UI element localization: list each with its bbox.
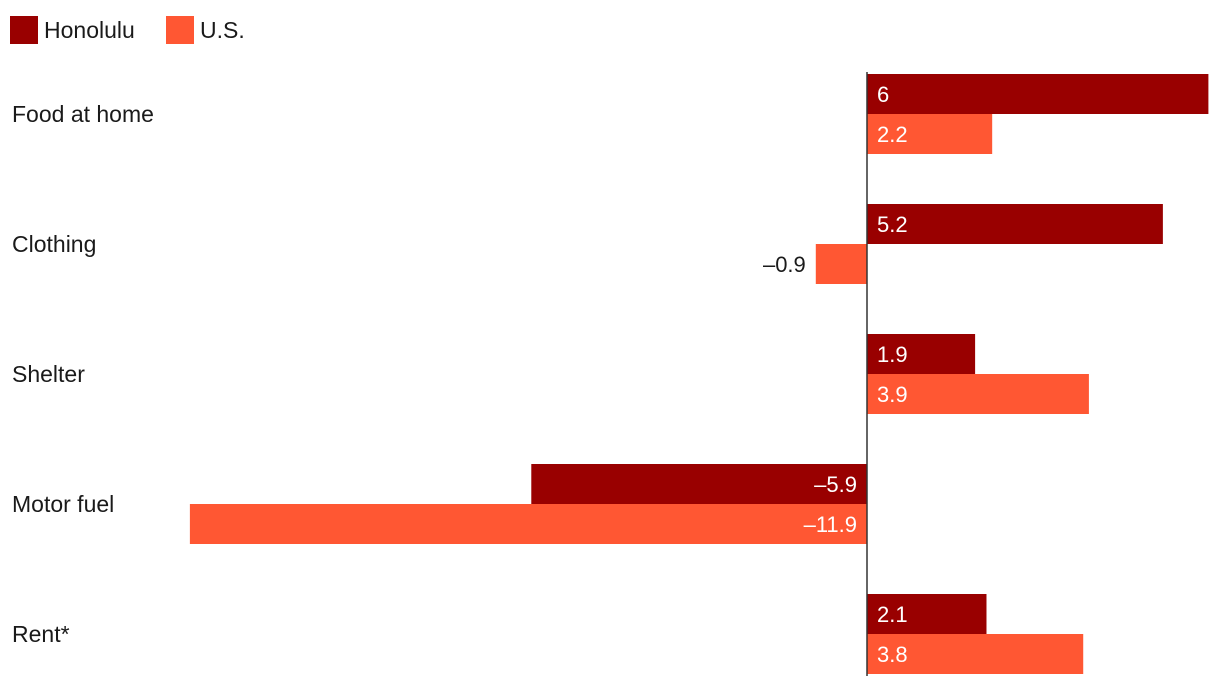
bar-honolulu-shelter	[867, 334, 976, 374]
legend-label-u-s: U.S.	[200, 17, 245, 43]
category-label-rent: Rent*	[12, 621, 70, 647]
bar-honolulu-motor-fuel	[531, 464, 867, 504]
bar-u-s-clothing	[815, 244, 867, 284]
value-label-honolulu-shelter: 1.9	[877, 342, 908, 367]
bar-u-s-food-at-home	[867, 114, 993, 154]
value-label-u-s-clothing: –0.9	[763, 252, 806, 277]
value-label-honolulu-food-at-home: 6	[877, 82, 889, 107]
bar-honolulu-food-at-home	[867, 74, 1209, 114]
bars	[189, 74, 1209, 674]
value-label-u-s-food-at-home: 2.2	[877, 122, 908, 147]
category-label-clothing: Clothing	[12, 231, 96, 257]
value-label-honolulu-rent: 2.1	[877, 602, 908, 627]
legend-swatch-honolulu	[10, 16, 38, 44]
value-label-u-s-rent: 3.8	[877, 642, 908, 667]
bar-u-s-motor-fuel	[189, 504, 867, 544]
bar-u-s-rent	[867, 634, 1084, 674]
legend-label-honolulu: Honolulu	[44, 17, 135, 43]
value-label-honolulu-clothing: 5.2	[877, 212, 908, 237]
category-label-motor-fuel: Motor fuel	[12, 491, 114, 517]
value-label-honolulu-motor-fuel: –5.9	[814, 472, 857, 497]
bar-honolulu-rent	[867, 594, 987, 634]
bar-u-s-shelter	[867, 374, 1089, 414]
bar-honolulu-clothing	[867, 204, 1163, 244]
value-label-u-s-motor-fuel: –11.9	[804, 512, 857, 537]
legend-swatch-u-s	[166, 16, 194, 44]
category-label-shelter: Shelter	[12, 361, 85, 387]
value-label-u-s-shelter: 3.9	[877, 382, 908, 407]
category-label-food-at-home: Food at home	[12, 101, 154, 127]
labels: Food at home 6 2.2 Clothing 5.2 –0.9 Shelter 1.…	[12, 82, 908, 667]
legend: Honolulu U.S.	[10, 16, 245, 44]
